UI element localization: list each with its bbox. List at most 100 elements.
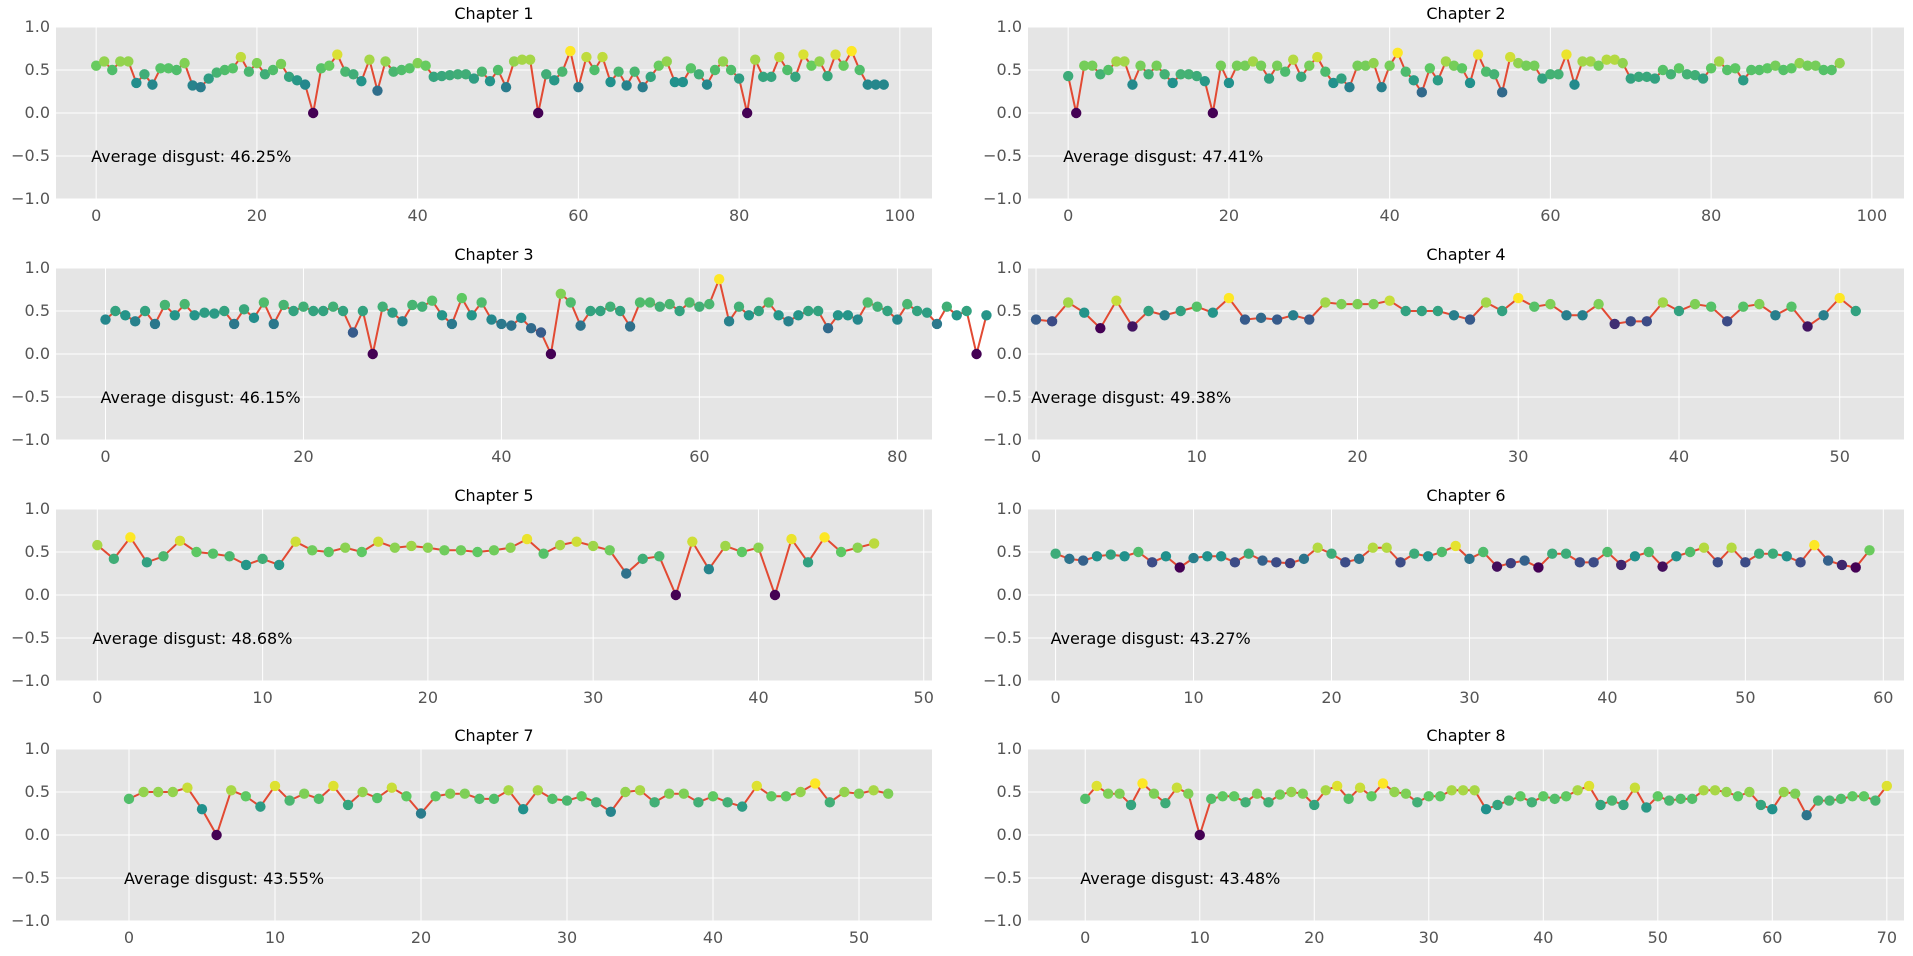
data-point [1046,316,1058,327]
data-point [1533,562,1544,573]
data-point [1340,557,1351,568]
data-point [687,536,698,547]
data-point [1738,75,1749,86]
data-point [1050,548,1061,559]
data-point [1657,64,1669,76]
data-point [892,314,903,325]
data-point [1732,791,1744,802]
data-point [521,533,533,545]
data-point [1770,60,1781,71]
data-point [505,542,516,553]
data-point [1698,785,1709,796]
chart-title: Chapter 5 [454,486,533,505]
data-point [1312,542,1323,553]
data-point [661,56,672,67]
data-point [342,799,354,811]
data-point [108,553,120,565]
data-point [115,56,126,67]
data-point [758,71,769,83]
data-point [267,64,279,76]
x-tick-label: 30 [1459,688,1479,707]
data-point [1538,791,1549,802]
data-point [832,310,844,321]
data-point [1802,60,1813,71]
chart-chapter-7: −1.0 −0.5 0.0 0.5 1.0 0 10 20 30 40 50 Chapter 7 Ave… [11,726,932,947]
data-point [798,49,809,60]
data-point [743,310,755,321]
data-point [436,70,447,82]
data-point [1102,788,1114,799]
data-point [573,82,584,93]
chart-chapter-3: −1.0 −0.5 0.0 0.5 1.0 0 20 40 60 80 Chapter 3 Avera… [11,245,992,466]
data-point [1408,75,1419,86]
x-tick-label: 0 [91,206,101,225]
data-point [1464,77,1476,89]
data-point [1588,557,1599,568]
data-point [179,298,190,310]
data-point [621,80,632,91]
y-tick-label: 1.0 [997,258,1022,277]
data-point [1366,791,1377,802]
data-point [1464,314,1476,325]
data-point [1652,791,1664,802]
data-point [1625,316,1636,327]
data-point [1519,555,1530,566]
y-tick-label: −0.5 [983,628,1022,647]
data-point [1850,305,1861,317]
data-point [1183,788,1194,799]
data-point [1657,561,1668,572]
data-point [1822,555,1834,566]
data-point [1255,60,1267,71]
data-point [1111,56,1122,67]
y-tick-label: 0.0 [997,103,1022,122]
data-point [455,545,467,556]
data-point [445,788,456,799]
x-tick-label: 60 [1762,928,1782,947]
data-point [1767,548,1779,559]
data-point [1847,791,1858,802]
data-point [1713,56,1725,67]
data-point [1095,323,1106,334]
data-point [951,310,962,321]
data-point [1422,551,1434,562]
data-point [356,546,367,558]
data-point [323,546,334,558]
x-tick-label: 0 [1050,688,1060,707]
data-point [694,301,705,312]
data-point [1697,73,1709,84]
chart-chapter-8: −1.0 −0.5 0.0 0.5 1.0 0 10 20 30 40 50 60 70 Chapter … [983,726,1904,947]
data-point [1353,553,1365,565]
chart-chapter-2: −1.0 −0.5 0.0 0.5 1.0 0 20 40 60 80 100 Chapter 2 Av… [983,4,1904,225]
data-point [468,73,480,84]
data-point [189,310,200,321]
x-tick-label: 40 [1669,447,1689,466]
data-point [1657,297,1669,308]
data-point [1609,318,1620,330]
data-point [921,307,933,318]
data-point [854,64,865,76]
data-point [1288,54,1299,65]
data-point [585,305,596,317]
x-tick-label: 20 [411,928,431,947]
data-point [1689,298,1701,310]
data-point [535,327,547,338]
data-point [1352,60,1363,71]
data-point [1786,301,1797,312]
data-point [1448,60,1460,71]
data-point [328,780,339,792]
y-tick-label: −1.0 [11,671,50,690]
data-point [751,780,762,792]
data-point [1689,69,1701,81]
data-point [1127,79,1138,90]
data-point [615,305,626,317]
data-point [1432,75,1444,86]
y-tick-label: 0.5 [997,782,1022,801]
data-point [1424,63,1436,74]
data-point [258,297,270,308]
data-point [1274,789,1286,800]
data-point [769,589,781,601]
data-point [685,63,697,74]
data-point [387,307,398,318]
average-annotation: Average disgust: 43.27% [1051,629,1251,648]
data-point [1810,60,1821,71]
